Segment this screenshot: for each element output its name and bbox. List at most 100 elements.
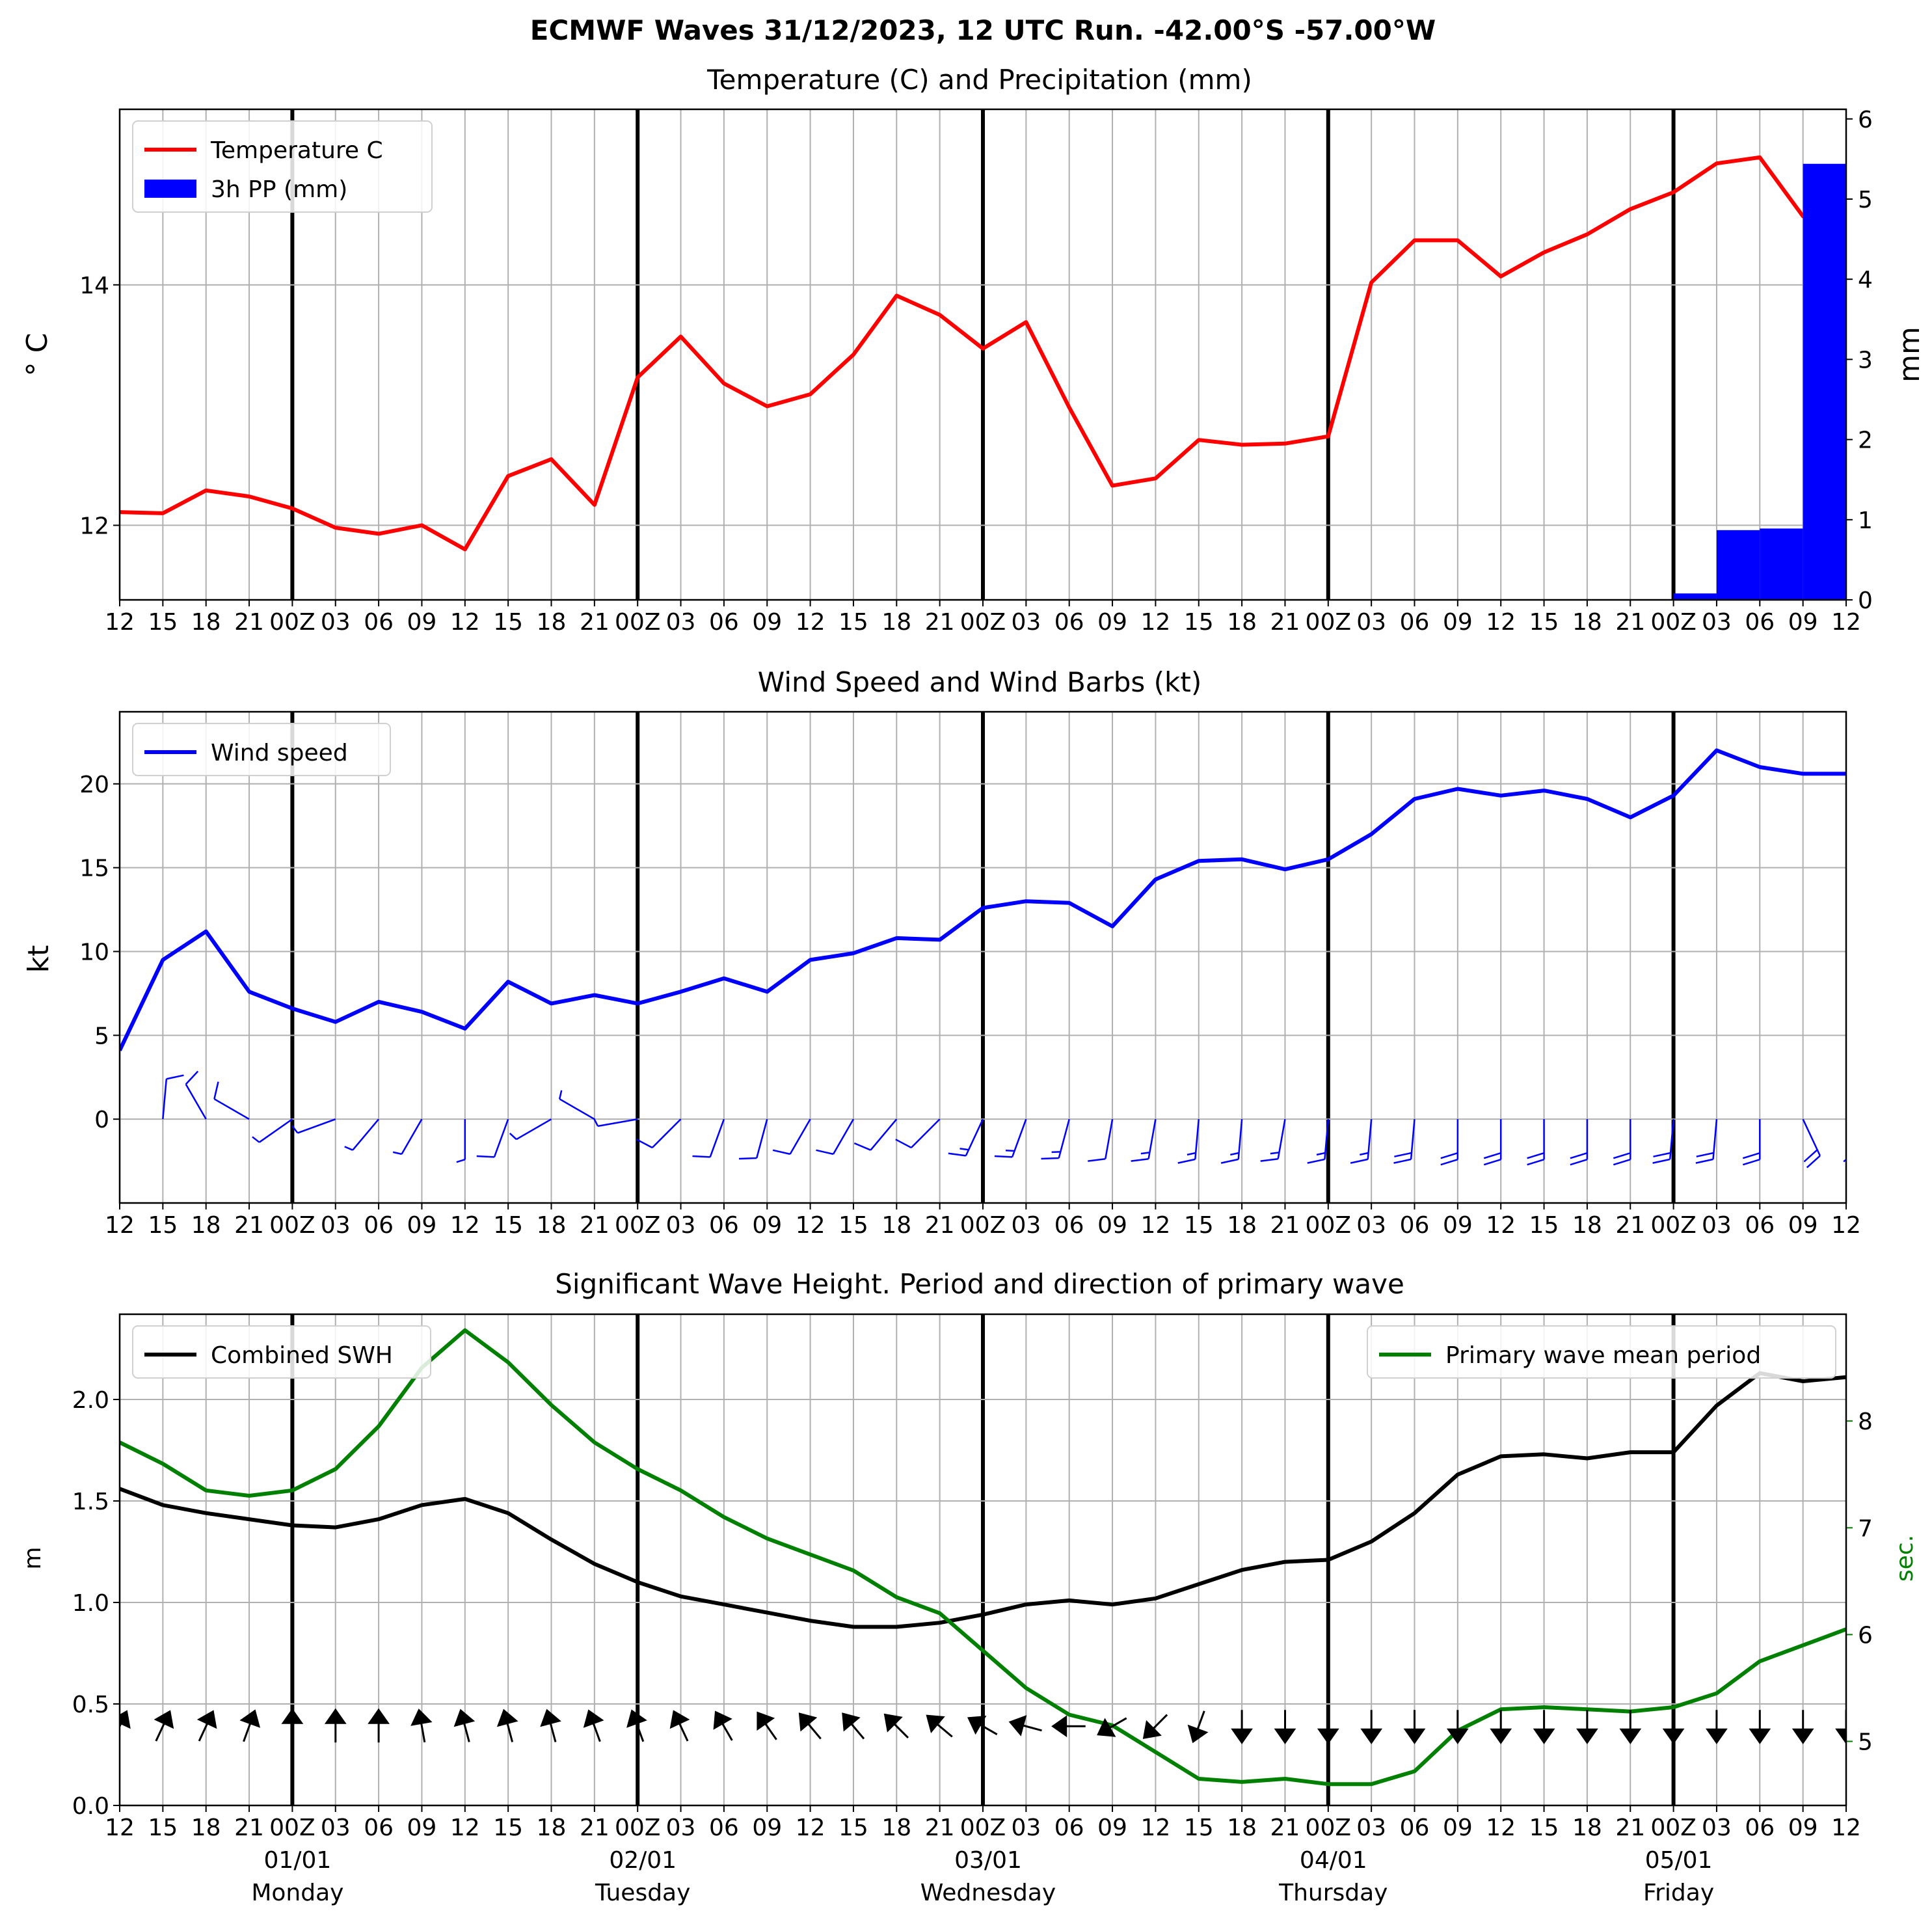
x-tick-label: 03 [1356,609,1386,636]
x-tick-label: 12 [1831,1815,1861,1841]
day-labels: 01/01 Monday 02/01 Tuesday 03/01 Wednesday 04/… [251,1847,1714,1906]
x-tick-label: 18 [1227,1815,1257,1841]
x-tick-label: 12 [105,1815,135,1841]
x-tick-label: 09 [1443,1815,1473,1841]
wave-direction-arrow [626,1709,647,1742]
wind-barb [291,1118,336,1134]
y2-tick-label: 6 [1858,1622,1873,1649]
x-tick-label: 18 [191,1212,221,1239]
x-tick-label: 09 [1097,1212,1127,1239]
wave-direction-arrow [1791,1710,1814,1744]
wind-barb [1393,1119,1415,1164]
x-tick-label: 06 [1400,1212,1430,1239]
x-tick-label: 21 [1270,1212,1300,1239]
x-tick-label: 00Z [615,1212,660,1239]
x-tick-label: 21 [925,1212,955,1239]
day-date-label: 05/01 [1645,1847,1713,1874]
wave-direction-arrow [324,1708,347,1743]
precip-bar [1716,530,1760,600]
wind-panel: Wind Speed and Wind Barbs (kt) kt 0 5 10 15… [22,666,1861,1239]
wind-barb [772,1118,811,1155]
x-tick-label: 21 [580,1815,610,1841]
day-name-label: Wednesday [920,1880,1056,1906]
x-tick-label: 21 [925,609,955,636]
wind-barb [994,1118,1027,1158]
x-tick-label: 18 [1227,1212,1257,1239]
x-tick-label: 15 [1184,1815,1214,1841]
x-tick-label: 06 [1054,1212,1084,1239]
x-tick-label: 00Z [1306,1815,1351,1841]
x-tick-label: 03 [1702,609,1732,636]
wind-barb [593,1118,638,1128]
wave-direction-arrow [196,1710,217,1742]
y-tick-label: 10 [79,939,109,966]
x-tick-label: 21 [234,609,264,636]
wind-barb [1652,1119,1674,1164]
y-axis-label-right: mm [1893,327,1926,383]
wave-direction-arrow [239,1709,261,1742]
y-axis-label-left: ° C [21,333,54,377]
x-tick-label: 03 [666,1212,696,1239]
x-tick-label: 09 [1443,1212,1473,1239]
x-tick-label: 15 [1184,1212,1214,1239]
y-tick-label: 1.5 [72,1489,109,1515]
y2-tick-label: 8 [1858,1409,1873,1435]
wind-barb [1307,1119,1330,1164]
panel-title: Temperature (C) and Precipitation (mm) [706,64,1252,96]
x-tick-label: 15 [839,609,868,636]
x-tick-label: 00Z [615,1815,660,1841]
wind-barb [344,1118,380,1151]
y2-tick-label: 5 [1858,1729,1873,1756]
wave-direction-arrow [1835,1710,1846,1744]
wave-direction-arrow [1187,1710,1209,1744]
x-tick-label: 09 [1097,1815,1127,1841]
legend-label: 3h PP (mm) [211,176,347,203]
wave-direction-arrow [1274,1710,1296,1744]
x-tick-label: 09 [752,1212,782,1239]
x-tick-label: 00Z [960,1815,1006,1841]
y2-tick-label: 3 [1858,347,1873,373]
wave-direction-arrow [842,1712,865,1740]
wind-barb [1041,1118,1070,1160]
x-tick-label: 00Z [960,1212,1006,1239]
x-tick-label: 06 [1054,609,1084,636]
plot-area [120,748,1846,1168]
x-tick-label: 09 [1097,609,1127,636]
x-tick-label: 03 [1356,1212,1386,1239]
y-axis-label-left: kt [22,945,55,973]
x-tick-label: 12 [1140,609,1170,636]
wave-direction-arrow [120,1710,131,1729]
x-tick-label: 00Z [1306,1212,1351,1239]
y-axis-label-left: m [20,1547,46,1569]
y2-tick-label: 4 [1858,267,1873,293]
x-tick-label: 06 [709,609,739,636]
x-tick-label: 03 [321,1212,351,1239]
x-tick-label: 06 [1400,1815,1430,1841]
x-tick-label: 06 [709,1212,739,1239]
x-tick-label: 03 [1011,1815,1041,1841]
wave-direction-arrow [1403,1710,1426,1744]
wave-direction-arrow [1490,1710,1512,1744]
x-tick-label: 12 [1140,1815,1170,1841]
y-tick-label: 2.0 [72,1387,109,1414]
x-tick-label: 12 [1486,1212,1516,1239]
legend-label: Wind speed [211,740,348,766]
x-tick-label: 09 [407,1212,437,1239]
day-date-label: 01/01 [264,1847,332,1874]
legend-box [1367,1325,1836,1379]
wind-barb [1527,1119,1545,1166]
x-tick-label: 12 [796,1212,825,1239]
wave-direction-arrow [1008,1715,1042,1736]
x-tick-label: 12 [1486,1815,1516,1841]
x-tick-label: 18 [1572,609,1602,636]
x-tick-label: 03 [1011,609,1041,636]
day-name-label: Friday [1643,1880,1714,1906]
wave-direction-arrow [1662,1710,1685,1744]
x-tick-label: 15 [493,1212,523,1239]
x-tick-label: 18 [1572,1815,1602,1841]
wave-direction-arrow [1446,1710,1469,1744]
wave-direction-arrow [757,1711,777,1740]
y-tick-label: 20 [79,772,109,798]
x-tick-label: 12 [450,1815,480,1841]
